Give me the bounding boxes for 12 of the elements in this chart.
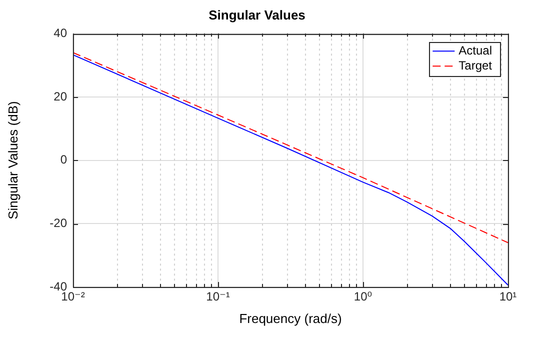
y-tick-label: 40 xyxy=(54,26,68,40)
y-tick-label: 0 xyxy=(60,152,68,167)
x-axis-title: Frequency (rad/s) xyxy=(239,310,342,326)
y-tick-label: -20 xyxy=(50,216,68,230)
y-axis-title: Singular Values (dB) xyxy=(5,101,20,220)
x-tick-label: 10⁰ xyxy=(354,290,372,304)
x-tick-label: 10¹ xyxy=(499,290,517,304)
y-tick-label: 20 xyxy=(54,89,68,104)
x-tick-label: 10⁻¹ xyxy=(206,290,230,304)
legend-label: Target xyxy=(458,58,493,72)
chart-title: Singular Values xyxy=(208,7,306,22)
legend-label: Actual xyxy=(458,43,492,58)
